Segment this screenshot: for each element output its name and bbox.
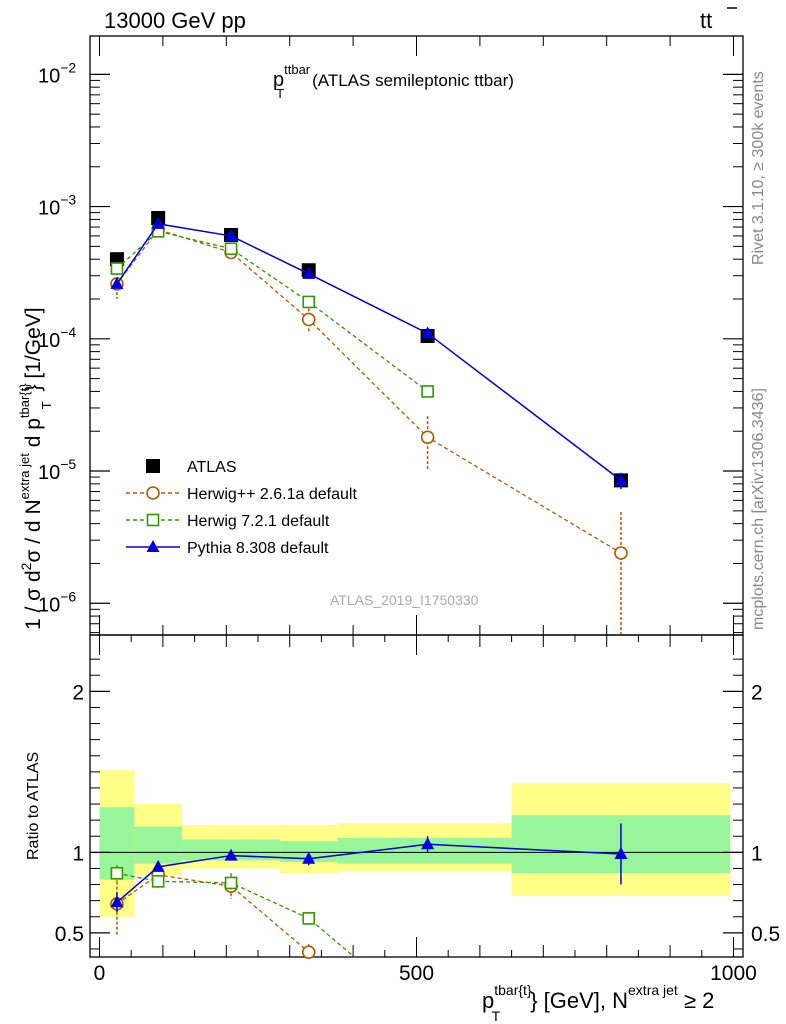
series-line — [116, 223, 622, 481]
data-point — [421, 385, 434, 398]
watermark: ATLAS_2019_I1750330 — [330, 592, 479, 608]
x-tick-label: 1000 — [710, 962, 757, 985]
legend-marker — [146, 486, 160, 500]
legend-marker — [146, 513, 160, 527]
ratio-point — [224, 848, 238, 861]
data-point — [151, 216, 165, 229]
main-y-axis-label: 1 / σ d2σ / d Nextra jet d ptbar{t} T} [1… — [17, 307, 54, 630]
legend-label: ATLAS — [187, 459, 237, 476]
legend-entry: ATLAS — [146, 459, 237, 476]
data-point — [301, 312, 316, 327]
ratio-y-axis-label: Ratio to ATLAS — [25, 752, 42, 860]
ratio-point — [110, 895, 124, 908]
rivet-version-label: Rivet 3.1.10, ≥ 300k events — [750, 71, 767, 265]
data-point — [420, 430, 435, 445]
ratio-point — [110, 866, 124, 880]
green-band — [134, 826, 182, 864]
main-title: pttbar T(ATLAS semileptonic ttbar) — [273, 62, 514, 101]
data-point — [421, 326, 435, 339]
ratio-point — [224, 876, 238, 890]
data-point — [110, 276, 124, 289]
x-tick-label: 0 — [94, 962, 106, 985]
ratio-series-2 — [110, 823, 628, 912]
ratio-data-layer — [110, 823, 628, 959]
mcplots-source-label: mcplots.cern.ch [arXiv:1306.3436] — [750, 388, 767, 630]
x-tick-label: 500 — [399, 962, 434, 985]
legend-entry: Herwig++ 2.6.1a default — [126, 486, 357, 503]
ratio-y-tick-label: 2 — [72, 681, 84, 704]
data-point — [224, 228, 238, 241]
main-series-3 — [110, 216, 628, 490]
ratio-point — [151, 859, 165, 872]
y-tick-label: 10−3 — [38, 192, 76, 220]
ratio-y-tick-label: 0.5 — [55, 923, 84, 946]
legend: ATLAS Herwig++ 2.6.1a default Herwig 7.2.1… — [126, 459, 357, 557]
main-series-1 — [110, 222, 628, 635]
ratio-point — [151, 875, 165, 888]
y-tick-label: 10−4 — [38, 324, 76, 352]
ratio-y-tick-label-right: 1 — [751, 842, 763, 865]
ratio-uncertainty-bands — [90, 770, 743, 917]
ratio-point — [614, 846, 628, 859]
y-tick-label: 10−2 — [38, 59, 76, 87]
header-energy-label: 13000 GeV pp — [104, 8, 246, 33]
data-point — [110, 262, 124, 275]
main-series-2 — [110, 225, 434, 398]
ratio-series-line — [116, 874, 315, 958]
ratio-point — [421, 837, 435, 850]
main-panel: 10−6 10−5 10−4 10−3 10−2 pttbar T(ATLAS semil… — [17, 35, 744, 636]
series-line — [116, 228, 622, 554]
y-tick-label: 10−5 — [38, 456, 76, 484]
legend-label: Herwig 7.2.1 default — [187, 513, 330, 530]
data-point — [614, 473, 628, 486]
main-data-layer — [109, 210, 628, 635]
ratio-y-tick-label: 1 — [72, 842, 84, 865]
ratio-series-line — [116, 843, 621, 903]
ratio-point — [302, 851, 316, 864]
y-tick-label: 10−6 — [38, 588, 76, 616]
green-band — [337, 837, 512, 864]
legend-label: Herwig++ 2.6.1a default — [187, 486, 357, 503]
data-point — [224, 242, 238, 256]
main-series-0 — [109, 210, 628, 488]
data-point — [302, 295, 316, 309]
ratio-y-tick-label-right: 0.5 — [751, 923, 780, 946]
x-axis-label: ptbar{t} T} [GeV], Nextra jet ≥ 2 — [482, 982, 714, 1024]
ratio-series-1 — [110, 865, 355, 958]
header-process-label: tt — [700, 8, 712, 33]
data-point — [614, 546, 628, 560]
ratio-panel: 0.5 0.5 1 1 2 2 0 500 1000 Ratio to ATLAS ptbar{… — [25, 634, 780, 1024]
ratio-y-tick-label-right: 2 — [751, 681, 763, 704]
legend-entry: Pythia 8.308 default — [126, 540, 329, 557]
main-y-ticks: 10−6 10−5 10−4 10−3 10−2 — [38, 36, 743, 635]
ratio-point — [301, 945, 316, 959]
legend-entry: Herwig 7.2.1 default — [126, 513, 330, 530]
legend-label: Pythia 8.308 default — [187, 540, 329, 557]
legend-marker — [146, 459, 160, 473]
data-point — [302, 266, 316, 279]
ratio-point — [302, 912, 316, 925]
ratio-ticks: 0.5 0.5 1 1 2 2 0 500 1000 — [55, 635, 780, 985]
legend-marker — [146, 540, 160, 552]
